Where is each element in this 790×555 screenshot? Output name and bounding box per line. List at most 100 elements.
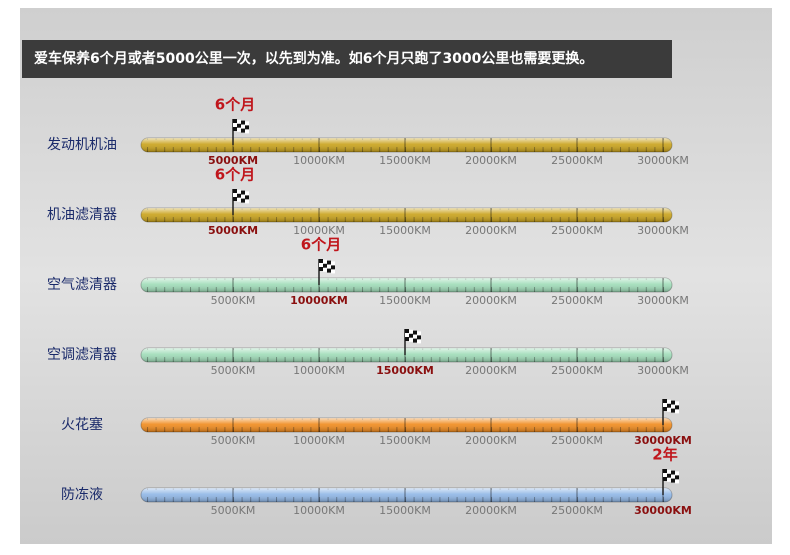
flag-cell [237, 197, 241, 202]
flag-cell [675, 405, 679, 410]
x-tick-label: 20000KM [465, 434, 517, 447]
flag-cell [405, 337, 409, 341]
x-tick-label: 15000KM [379, 434, 431, 447]
x-tick-label: 15000KM [376, 364, 434, 377]
flag-cell [323, 259, 327, 264]
flag-cell [663, 407, 667, 411]
flag-cell [237, 123, 241, 128]
x-tick-label: 10000KM [293, 364, 345, 377]
flag-marker [662, 469, 679, 495]
flag-cell [327, 264, 331, 269]
x-tick-label: 20000KM [465, 224, 517, 237]
flag-cell [331, 261, 335, 266]
flag-cell [405, 333, 409, 337]
flag-cell [237, 127, 241, 132]
flag-cell [667, 473, 671, 478]
x-tick-label: 10000KM [293, 434, 345, 447]
x-tick-label: 20000KM [465, 504, 517, 517]
flag-marker [318, 259, 335, 285]
flag-cell [327, 260, 331, 265]
panel [20, 8, 772, 544]
flag-cell [233, 197, 237, 201]
flag-cell [667, 469, 671, 474]
x-tick-label: 25000KM [551, 154, 603, 167]
category-label: 防冻液 [61, 486, 103, 503]
flag-cell [675, 479, 679, 484]
flag-cell [413, 338, 417, 343]
flag-cell [241, 124, 245, 129]
flag-cell [675, 471, 679, 476]
category-label: 空调滤清器 [47, 347, 117, 363]
flag-cell [241, 190, 245, 195]
time-label: 6个月 [301, 236, 341, 254]
flag-cell [319, 267, 323, 271]
x-tick-label: 30000KM [634, 504, 692, 517]
flag-cell [409, 329, 413, 334]
x-tick-label: 5000KM [211, 364, 256, 377]
x-tick-label: 10000KM [293, 504, 345, 517]
flag-cell [327, 268, 331, 273]
x-tick-label: 5000KM [211, 294, 256, 307]
flag-cell [405, 329, 409, 333]
flag-cell [233, 119, 237, 123]
bar-shine [141, 488, 672, 502]
flag-cell [241, 120, 245, 125]
flag-cell [233, 123, 237, 127]
flag-cell [241, 194, 245, 199]
flag-cell [413, 334, 417, 339]
x-tick-label: 5000KM [208, 154, 258, 167]
flag-marker [662, 399, 679, 425]
x-tick-label: 10000KM [293, 154, 345, 167]
x-tick-label: 10000KM [293, 224, 345, 237]
flag-cell [237, 189, 241, 194]
flag-cell [331, 269, 335, 274]
flag-cell [671, 408, 675, 413]
flag-marker [404, 329, 421, 355]
rows: 发动机机油 5000KM 10000KM 15000KM 20000KM 25000KM 3… [47, 96, 692, 518]
flag-cell [409, 337, 413, 342]
flag-cell [417, 331, 421, 336]
flag-cell [671, 478, 675, 483]
flag-cell [675, 475, 679, 480]
bar-shine [141, 278, 672, 292]
flag-cell [319, 263, 323, 267]
x-tick-label: 15000KM [379, 504, 431, 517]
bar-shine [141, 418, 672, 432]
flag-cell [671, 470, 675, 475]
flag-marker [232, 189, 249, 215]
flag-cell [667, 403, 671, 408]
x-tick-label: 25000KM [551, 364, 603, 377]
x-tick-label: 25000KM [551, 504, 603, 517]
flag-cell [245, 199, 249, 204]
flag-cell [233, 189, 237, 193]
flag-cell [417, 339, 421, 344]
flag-cell [323, 267, 327, 272]
flag-cell [241, 198, 245, 203]
x-tick-label: 5000KM [211, 504, 256, 517]
flag-cell [663, 399, 667, 403]
category-label: 发动机机油 [47, 137, 117, 153]
flag-cell [245, 125, 249, 130]
x-tick-label: 15000KM [379, 224, 431, 237]
title-banner [22, 40, 672, 78]
bar-shine [141, 138, 672, 152]
x-tick-label: 20000KM [465, 294, 517, 307]
flag-cell [233, 127, 237, 131]
x-tick-label: 25000KM [551, 224, 603, 237]
time-label: 6个月 [215, 166, 255, 184]
x-tick-label: 5000KM [211, 434, 256, 447]
x-tick-label: 30000KM [634, 434, 692, 447]
flag-cell [663, 473, 667, 477]
x-tick-label: 10000KM [290, 294, 348, 307]
bar-shine [141, 348, 672, 362]
x-tick-label: 25000KM [551, 294, 603, 307]
x-tick-label: 25000KM [551, 434, 603, 447]
category-label: 火花塞 [61, 416, 103, 433]
flag-cell [671, 404, 675, 409]
flag-cell [663, 403, 667, 407]
x-tick-label: 15000KM [379, 294, 431, 307]
flag-cell [331, 265, 335, 270]
x-tick-label: 20000KM [465, 154, 517, 167]
flag-marker [232, 119, 249, 145]
